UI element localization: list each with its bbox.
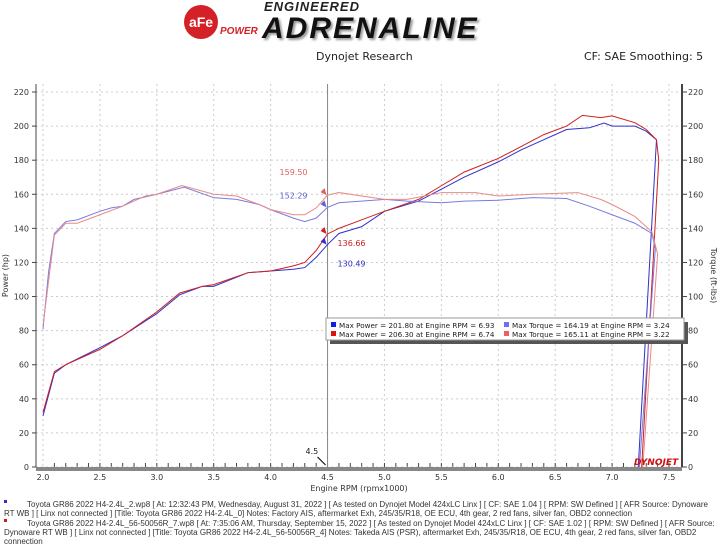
y2-tick-label: 120: [688, 258, 703, 267]
y2-tick-label: 80: [688, 327, 698, 336]
footnote-run2: Toyota GR86 2022 H4-2.4L_56-50056R_7.wp8…: [4, 519, 718, 546]
y-tick-label: 40: [19, 395, 29, 404]
footnote-run1: Toyota GR86 2022 H4-2.4L_2.wp8 [ At: 12:…: [4, 500, 718, 518]
run1-marker: [4, 500, 7, 503]
annotation-marker: [320, 188, 327, 196]
y-tick-label: 220: [14, 88, 29, 97]
x-tick-label: 4.5: [321, 473, 334, 482]
legend-swatch: [504, 322, 509, 327]
y2-tick-label: 20: [688, 429, 698, 438]
footnote-run2-line2: connected ] [Title: Toyota GR86 2022 H4-…: [4, 528, 697, 546]
x-tick-label: 7.0: [606, 473, 619, 482]
cursor-arrow: [317, 456, 326, 466]
annotation-marker: [320, 200, 327, 208]
series-line-4: [42, 185, 659, 468]
annotation-label: 152.29: [280, 191, 308, 200]
y2-tick-label: 40: [688, 395, 698, 404]
annotation-label: 136.66: [338, 239, 366, 248]
legend-swatch: [331, 322, 336, 327]
y-tick-label: 60: [19, 361, 29, 370]
footnote-run2-line1: Toyota GR86 2022 H4-2.4L_56-50056R_7.wp8…: [4, 519, 715, 537]
footnote-run1-line1: Toyota GR86 2022 H4-2.4L_2.wp8 [ At: 12:…: [4, 500, 708, 518]
y-tick-label: 20: [19, 429, 29, 438]
x-axis: [36, 467, 682, 471]
y-tick-label: 180: [14, 156, 29, 165]
x-tick-label: 6.0: [492, 473, 505, 482]
x-tick-label: 3.0: [150, 473, 163, 482]
y-tick-label: 80: [19, 327, 29, 336]
chart-subtitle: Dynojet Research: [316, 50, 413, 63]
run2-marker: [4, 519, 7, 522]
legend-entry: Max Power = 201.80 at Engine RPM = 6.93: [339, 321, 494, 330]
y-tick-label: 120: [14, 258, 29, 267]
x-tick-label: 7.5: [663, 473, 676, 482]
legend-entry: Max Power = 206.30 at Engine RPM = 6.74: [339, 330, 495, 339]
y-tick-label: 140: [14, 224, 29, 233]
y2-tick-label: 200: [688, 122, 703, 131]
dyno-chart: 2.0 2.5 3.0 3.5 4.0 4.5 5.0 5.5 6.0 6.5 7.0 7.5 0 0 20…: [1, 84, 718, 493]
x-tick-label: 4.0: [264, 473, 277, 482]
x-tick-label: 2.5: [94, 473, 107, 482]
y-tick-label: 160: [14, 190, 29, 199]
legend-swatch: [331, 331, 336, 336]
cursor-label: 4.5: [306, 447, 319, 456]
legend-box: [325, 317, 685, 341]
x-tick-label: 5.0: [378, 473, 391, 482]
y-tick-label: 200: [14, 122, 29, 131]
plot-area: [36, 84, 682, 467]
y-tick-label: 100: [14, 293, 29, 302]
dynojet-watermark: DYNOJET: [634, 458, 679, 468]
y2-tick-label: 0: [688, 463, 693, 472]
logo-adrenaline: ADRENALINE: [262, 12, 479, 45]
series-line-1: [42, 122, 657, 468]
annotation-label: 130.49: [338, 260, 366, 269]
correction-factor: CF: SAE Smoothing: 5: [584, 50, 704, 63]
y2-tick-label: 60: [688, 361, 698, 370]
y2-tick-label: 100: [688, 293, 703, 302]
annotation-marker: [320, 237, 327, 245]
logo-engineered: ENGINEERED: [264, 0, 360, 14]
y2-tick-label: 180: [688, 156, 703, 165]
y-tick-label: 0: [24, 463, 29, 472]
legend-swatch: [504, 331, 509, 336]
y2-tick-label: 160: [688, 190, 703, 199]
x-tick-label: 2.0: [37, 473, 50, 482]
x-tick-label: 6.5: [549, 473, 562, 482]
x-tick-label: 5.5: [435, 473, 448, 482]
y2-axis-label: Torque (ft-lbs): [709, 247, 718, 304]
afe-power-text: POWER: [220, 26, 258, 37]
x-tick-label: 3.5: [207, 473, 220, 482]
annotation-label: 159.50: [280, 168, 308, 177]
afe-logo: aFe: [184, 5, 218, 39]
legend-entry: Max Torque = 165.11 at Engine RPM = 3.22: [512, 330, 670, 339]
legend-entry: Max Torque = 164.19 at Engine RPM = 3.24: [512, 321, 670, 330]
series-line-2: [42, 114, 660, 468]
y-axis-label: Power (hp): [1, 254, 10, 297]
annotation-marker: [320, 227, 327, 235]
y2-tick-label: 220: [688, 88, 703, 97]
footnote-run1-line2: Toyota GR86 2022 H4-2.4L_0] Notes: Facto…: [135, 509, 633, 518]
series-line-3: [42, 186, 656, 468]
y2-tick-label: 140: [688, 224, 703, 233]
x-axis-label: Engine RPM (rpmx1000): [310, 484, 407, 493]
